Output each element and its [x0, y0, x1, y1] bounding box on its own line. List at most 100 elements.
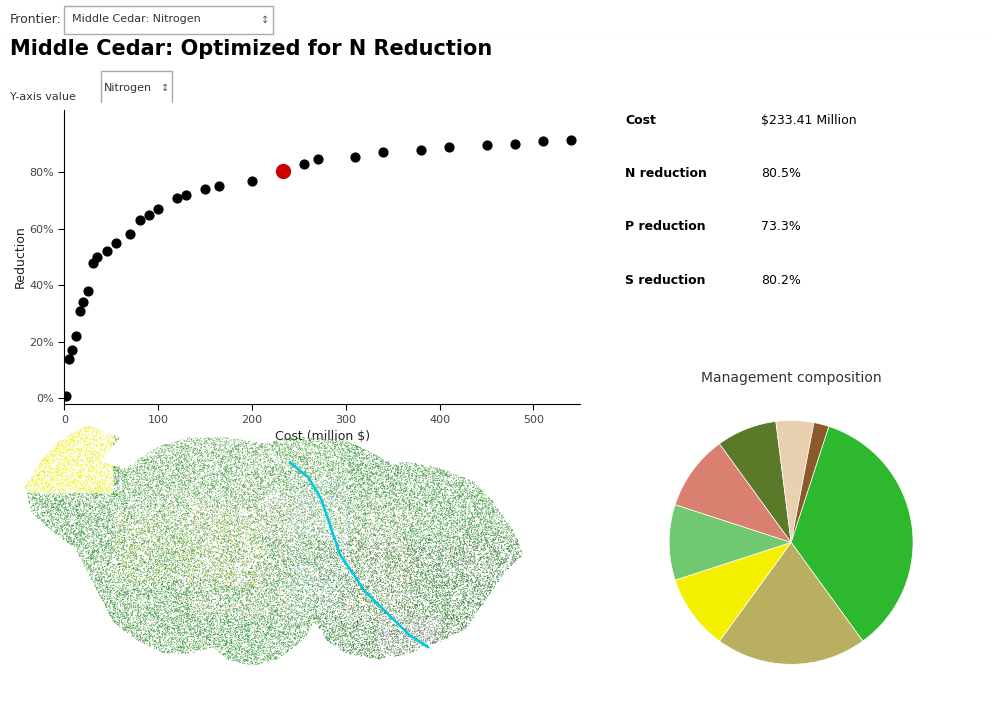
Point	[399, 477, 415, 489]
Point	[109, 476, 125, 487]
Point	[175, 639, 190, 650]
Point	[137, 489, 153, 501]
Point	[147, 620, 163, 632]
Point	[51, 479, 66, 491]
Point	[448, 481, 464, 492]
Point	[155, 473, 171, 484]
Point	[41, 481, 57, 492]
Point	[270, 617, 286, 628]
Point	[131, 454, 147, 466]
Point	[173, 468, 188, 479]
Text: 80.5%: 80.5%	[761, 167, 801, 180]
Point	[333, 571, 349, 582]
Point	[340, 504, 356, 515]
Point	[94, 584, 110, 596]
Point	[203, 447, 219, 459]
Point	[177, 612, 192, 623]
Point	[313, 574, 329, 586]
Point	[261, 518, 277, 530]
Point	[428, 514, 443, 525]
Point	[316, 595, 332, 606]
Point	[473, 486, 489, 497]
Point	[173, 496, 188, 508]
Point	[246, 572, 262, 584]
Point	[491, 530, 507, 542]
Point	[117, 470, 133, 481]
Point	[242, 474, 258, 485]
Point	[392, 523, 408, 534]
Point	[307, 601, 322, 612]
Point	[428, 631, 443, 642]
Point	[161, 596, 177, 607]
Point	[468, 489, 484, 501]
Point	[362, 610, 378, 622]
Point	[337, 476, 353, 488]
Point	[188, 495, 204, 506]
Point	[164, 615, 180, 626]
Point	[146, 459, 162, 470]
Point	[367, 496, 383, 507]
Point	[365, 600, 381, 611]
Point	[332, 537, 348, 548]
Point	[232, 450, 248, 462]
Point	[127, 510, 143, 521]
Point	[433, 630, 448, 641]
Point	[368, 468, 384, 479]
Point	[439, 620, 455, 632]
Point	[186, 464, 201, 476]
Point	[260, 498, 276, 510]
Point	[449, 508, 465, 520]
Point	[275, 484, 291, 495]
Point	[155, 614, 171, 625]
Point	[189, 443, 205, 454]
Point	[343, 526, 359, 537]
Point	[326, 596, 342, 608]
Point	[221, 620, 237, 632]
Point	[85, 489, 101, 500]
Point	[143, 623, 159, 635]
Point	[275, 531, 291, 542]
Point	[299, 554, 314, 566]
Point	[154, 492, 170, 503]
Point	[180, 508, 195, 519]
Point	[423, 637, 438, 649]
Point	[458, 532, 474, 544]
Point	[276, 479, 292, 490]
Point	[404, 605, 420, 616]
Point	[245, 530, 261, 541]
Point	[476, 556, 492, 567]
Point	[228, 532, 244, 543]
Point	[152, 493, 168, 505]
Point	[278, 488, 294, 499]
Text: Middle Cedar: Optimized for N Reduction: Middle Cedar: Optimized for N Reduction	[10, 39, 492, 59]
Point	[378, 486, 394, 498]
Point	[495, 555, 511, 566]
Point	[213, 524, 229, 535]
Point	[242, 522, 258, 533]
Point	[28, 498, 44, 509]
Point	[247, 633, 263, 644]
Point	[318, 487, 334, 498]
Point	[438, 477, 454, 489]
Point	[227, 551, 243, 562]
Point	[339, 516, 355, 527]
Point	[445, 509, 461, 520]
Point	[80, 533, 96, 545]
Point	[398, 527, 414, 539]
Point	[190, 639, 206, 650]
Point	[259, 580, 275, 591]
Point	[178, 586, 193, 597]
Point	[398, 636, 414, 647]
Point	[369, 644, 385, 655]
Point	[43, 452, 59, 463]
Point	[329, 635, 345, 646]
Point	[108, 471, 124, 483]
Point	[81, 518, 97, 529]
Point	[52, 484, 67, 496]
Point	[326, 447, 342, 458]
Point	[313, 492, 329, 503]
Point	[198, 626, 214, 637]
Point	[335, 508, 351, 520]
Point	[438, 523, 454, 535]
Point	[82, 554, 98, 566]
